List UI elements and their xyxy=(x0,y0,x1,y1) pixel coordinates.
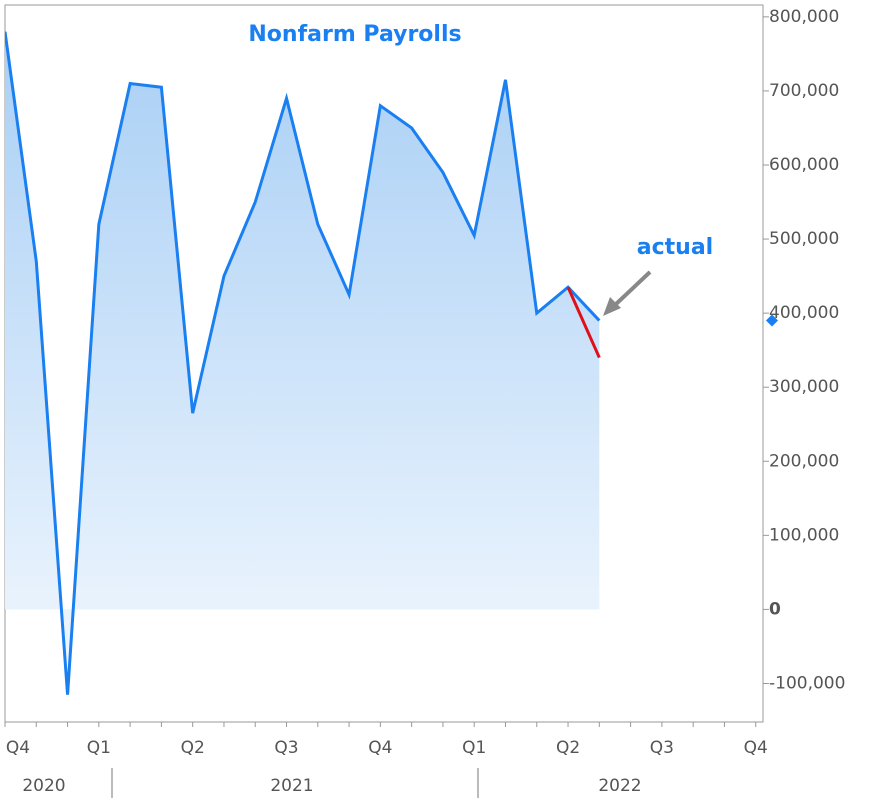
x-tick-label: Q2 xyxy=(181,738,205,758)
y-tick-label: 600,000 xyxy=(769,155,839,175)
chart-title: Nonfarm Payrolls xyxy=(248,22,461,47)
x-tick-label: Q1 xyxy=(462,738,486,758)
y-tick-label: 200,000 xyxy=(769,451,839,471)
y-tick-label: -100,000 xyxy=(769,673,845,693)
x-tick-label: Q4 xyxy=(368,738,392,758)
x-tick-label: Q3 xyxy=(274,738,298,758)
x-tick-label: Q3 xyxy=(650,738,674,758)
x-tick-label: Q4 xyxy=(6,738,30,758)
series-line xyxy=(5,31,601,695)
x-tick-label: Q2 xyxy=(556,738,580,758)
x-tick-label: Q4 xyxy=(744,738,768,758)
year-label: 2020 xyxy=(22,776,65,796)
y-tick-label: 0 xyxy=(769,599,781,619)
year-axis: 2020 2021 2022 xyxy=(22,768,642,798)
x-tick-label: Q1 xyxy=(87,738,111,758)
y-tick-label: 700,000 xyxy=(769,81,839,101)
legend-actual: actual xyxy=(637,235,713,260)
series-line xyxy=(566,286,601,359)
series-layer xyxy=(5,31,601,695)
y-tick-label: 500,000 xyxy=(769,229,839,249)
last-value-marker xyxy=(766,314,778,327)
year-label: 2021 xyxy=(270,776,313,796)
y-tick-label: 300,000 xyxy=(769,377,839,397)
y-tick-label: 400,000 xyxy=(769,303,839,323)
year-label: 2022 xyxy=(598,776,641,796)
y-tick-label: 800,000 xyxy=(769,7,839,27)
y-tick-label: 100,000 xyxy=(769,525,839,545)
area-fill xyxy=(5,31,600,695)
